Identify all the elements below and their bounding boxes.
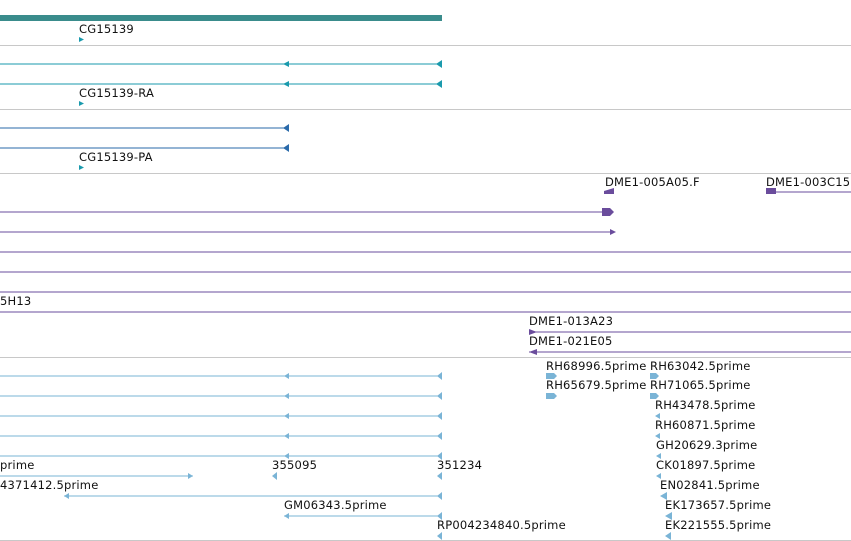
arrow-left-icon xyxy=(283,144,289,152)
arrow-right-icon xyxy=(610,229,616,235)
clone-label[interactable]: DME1-005A05.F xyxy=(605,175,700,189)
strand-arrow-icon xyxy=(79,165,84,170)
track-separator xyxy=(0,173,851,174)
gene-track: CG15139 xyxy=(0,0,851,45)
est-block xyxy=(437,472,442,480)
arrow-left-icon xyxy=(284,513,289,519)
est-block xyxy=(665,512,672,520)
track-separator xyxy=(0,357,851,358)
est-label[interactable]: 351234 xyxy=(437,458,483,472)
arrow-left-icon xyxy=(64,493,69,499)
est-block xyxy=(656,473,661,479)
est-label[interactable]: EK221555.5prime xyxy=(665,518,772,532)
est-block xyxy=(272,472,277,480)
protein-label[interactable]: CG15139-PA xyxy=(79,150,153,164)
clone-block xyxy=(602,208,614,216)
track-separator xyxy=(0,45,851,46)
transcript-glyphs[interactable] xyxy=(0,46,851,109)
arrow-left-icon xyxy=(436,60,442,68)
est-block xyxy=(665,532,671,540)
est-block xyxy=(650,393,659,399)
est-label[interactable]: EN02841.5prime xyxy=(660,478,760,492)
est-label[interactable]: RH71065.5prime xyxy=(650,378,751,392)
est-label[interactable]: 4371412.5prime xyxy=(0,478,99,492)
arrow-left-icon xyxy=(437,372,442,380)
arrow-left-icon xyxy=(437,412,442,420)
est-block xyxy=(660,492,667,500)
est-label[interactable]: RP004234840.5prime xyxy=(437,518,566,532)
arrow-left-icon xyxy=(437,432,442,440)
est-label[interactable]: GH20629.3prime xyxy=(656,438,758,452)
est-label[interactable]: RH65679.5prime xyxy=(546,378,647,392)
arrow-left-icon xyxy=(283,124,289,132)
clone-label[interactable]: DME1-003C15 xyxy=(766,175,851,189)
arrow-left-icon xyxy=(529,349,537,355)
clone-block xyxy=(604,188,614,194)
est-label[interactable]: 355095 xyxy=(272,458,318,472)
est-label[interactable]: RH60871.5prime xyxy=(655,418,756,432)
arrow-left-icon xyxy=(284,393,289,399)
est-label[interactable]: GM06343.5prime xyxy=(284,498,387,512)
est-label[interactable]: prime xyxy=(0,458,35,472)
strand-arrow-icon xyxy=(79,101,84,106)
est-label[interactable]: CK01897.5prime xyxy=(656,458,756,472)
arrow-left-icon xyxy=(283,81,289,87)
est-block xyxy=(650,373,659,379)
arrow-left-icon xyxy=(284,413,289,419)
est-block xyxy=(546,373,557,379)
est-block xyxy=(656,453,661,459)
track-separator xyxy=(0,109,851,110)
clone-label[interactable]: DME1-013A23 xyxy=(529,314,614,328)
arrow-right-icon xyxy=(188,473,193,479)
arrow-left-icon xyxy=(284,453,289,459)
clone-block xyxy=(766,188,776,194)
gene-glyphs[interactable] xyxy=(0,0,851,45)
arrow-left-icon xyxy=(284,433,289,439)
protein-glyphs[interactable] xyxy=(0,110,851,173)
est-label[interactable]: EK173657.5prime xyxy=(665,498,772,512)
clone-label[interactable]: 5H13 xyxy=(0,294,32,308)
arrow-right-icon xyxy=(529,329,537,335)
protein-track: CG15139-PA xyxy=(0,110,851,173)
arrow-left-icon xyxy=(437,512,442,520)
est-block xyxy=(655,413,660,419)
est-track: RH68996.5prime RH63042.5prime RH65679.5p… xyxy=(0,358,851,541)
est-label[interactable]: RH63042.5prime xyxy=(650,359,751,373)
transcript-label[interactable]: CG15139-RA xyxy=(79,86,155,100)
arrow-left-icon xyxy=(436,80,442,88)
gene-label[interactable]: CG15139 xyxy=(79,22,134,36)
clone-glyphs[interactable] xyxy=(0,174,851,357)
est-block xyxy=(655,433,660,439)
gene-bar xyxy=(0,15,442,21)
est-label[interactable]: RH43478.5prime xyxy=(655,398,756,412)
arrow-left-icon xyxy=(283,61,289,67)
strand-arrow-icon xyxy=(79,37,84,42)
est-block xyxy=(437,532,442,540)
arrow-left-icon xyxy=(437,492,442,500)
est-label[interactable]: RH68996.5prime xyxy=(546,359,647,373)
est-glyphs[interactable] xyxy=(0,358,851,541)
clone-label[interactable]: DME1-021E05 xyxy=(529,334,613,348)
arrow-left-icon xyxy=(437,392,442,400)
arrow-left-icon xyxy=(284,373,289,379)
arrow-left-icon xyxy=(437,452,442,460)
clone-track: DME1-005A05.F DME1-003C15 5H13 DME1-013A… xyxy=(0,174,851,357)
est-block xyxy=(546,393,557,399)
transcript-track: CG15139-RA xyxy=(0,46,851,109)
